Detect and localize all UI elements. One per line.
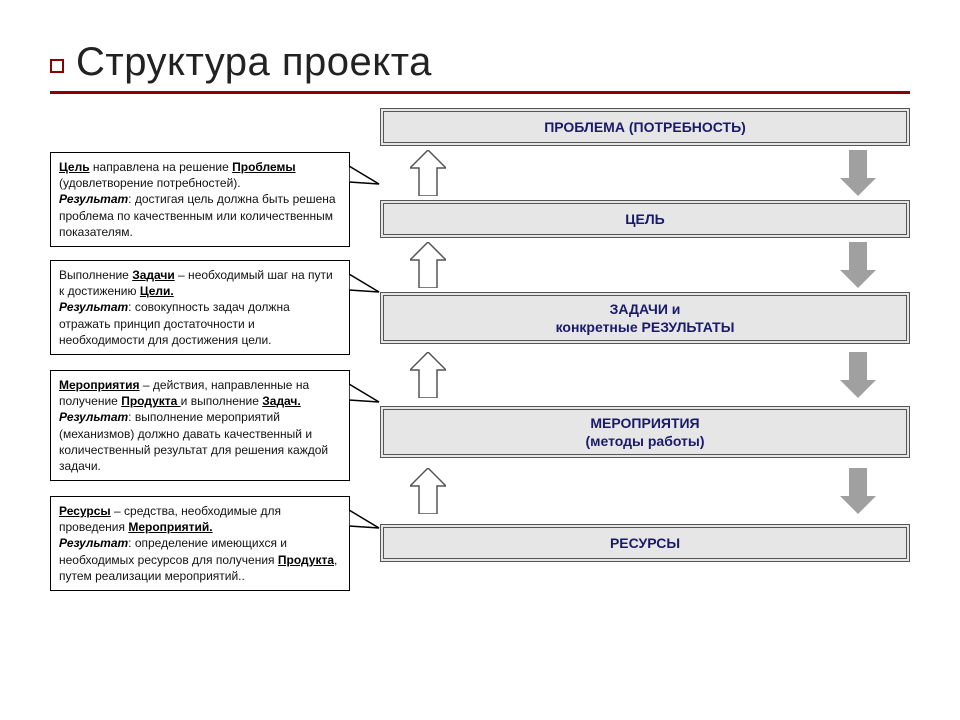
- callout-tail-2: [349, 382, 381, 415]
- title-underline: [50, 91, 910, 94]
- callout-3: Ресурсы – средства, необходимые для пров…: [50, 496, 350, 591]
- flow-box-2: ЗАДАЧИ иконкретные РЕЗУЛЬТАТЫ: [380, 292, 910, 344]
- diagram-content: ПРОБЛЕМА (ПОТРЕБНОСТЬ) ЦЕЛЬ ЗАДАЧИ иконкре…: [50, 108, 910, 668]
- arrow-down-3: [840, 468, 876, 514]
- slide-title: Структура проекта: [76, 40, 432, 85]
- arrow-up-0: [410, 150, 446, 196]
- arrow-down-1: [840, 242, 876, 288]
- callout-tail-3: [349, 508, 381, 541]
- callout-0: Цель направлена на решение Проблемы (удо…: [50, 152, 350, 247]
- flow-box-4: РЕСУРСЫ: [380, 524, 910, 562]
- callout-2: Мероприятия – действия, направленные на …: [50, 370, 350, 481]
- slide: Структура проекта ПРОБЛЕМА (ПОТРЕБНОСТЬ)…: [0, 0, 960, 698]
- arrow-down-0: [840, 150, 876, 196]
- title-marker-icon: [50, 59, 64, 73]
- arrow-down-2: [840, 352, 876, 398]
- callout-tail-0: [349, 164, 381, 197]
- callout-1: Выполнение Задачи – необходимый шаг на п…: [50, 260, 350, 355]
- arrow-up-1: [410, 242, 446, 288]
- flow-box-0: ПРОБЛЕМА (ПОТРЕБНОСТЬ): [380, 108, 910, 146]
- flow-box-1: ЦЕЛЬ: [380, 200, 910, 238]
- flow-box-3: МЕРОПРИЯТИЯ(методы работы): [380, 406, 910, 458]
- title-row: Структура проекта: [50, 40, 910, 85]
- arrow-up-3: [410, 468, 446, 514]
- arrow-up-2: [410, 352, 446, 398]
- callout-tail-1: [349, 272, 381, 305]
